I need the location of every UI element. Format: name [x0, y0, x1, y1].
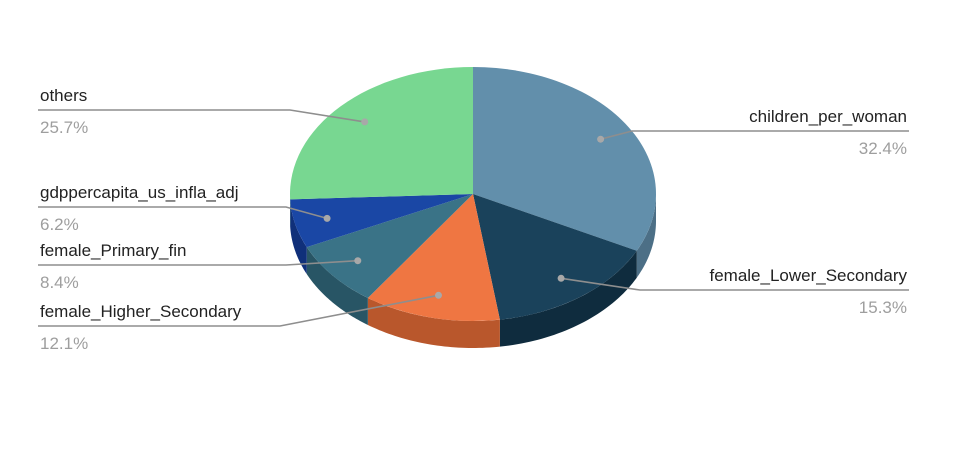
pie-slice-children-per-woman[interactable]: [473, 67, 656, 251]
slice-percent-children-per-woman: 32.4%: [859, 139, 907, 158]
leader-line-others: [38, 109, 365, 123]
pie-side-children-per-woman: [636, 194, 656, 278]
slice-percent-female-primary-fin: 8.4%: [40, 273, 79, 292]
pie-side-female-higher-secondary: [367, 297, 500, 348]
leader-dot-children-per-woman: [597, 135, 605, 143]
slice-percent-others: 25.7%: [40, 118, 88, 137]
pie-top-slices: [289, 67, 656, 321]
pie-slice-female-primary-fin[interactable]: [306, 194, 473, 298]
pie-slice-female-lower-secondary[interactable]: [473, 194, 637, 320]
slice-percent-female-higher-secondary: 12.1%: [40, 334, 88, 353]
leader-dot-gdppercapita-us-infla-adj: [323, 214, 331, 222]
slice-label-children-per-woman: children_per_woman: [749, 107, 907, 126]
pie-side-female-lower-secondary: [499, 250, 637, 347]
pie-slice-others[interactable]: [289, 67, 473, 200]
slice-label-female-higher-secondary: female_Higher_Secondary: [40, 302, 242, 321]
pie-slice-gdppercapita-us-infla-adj[interactable]: [290, 194, 473, 248]
slice-label-female-primary-fin: female_Primary_fin: [40, 241, 186, 260]
slice-label-others: others: [40, 86, 87, 105]
leader-line-female-lower-secondary: [560, 277, 909, 291]
slice-label-gdppercapita-us-infla-adj: gdppercapita_us_infla_adj: [40, 183, 239, 202]
leader-line-female-primary-fin: [38, 259, 358, 266]
pie-side-gdppercapita-us-infla-adj: [290, 199, 307, 275]
leader-dot-female-primary-fin: [354, 257, 362, 265]
slice-percent-gdppercapita-us-infla-adj: 6.2%: [40, 215, 79, 234]
pie-side-walls: [290, 194, 656, 348]
leader-line-children-per-woman: [600, 130, 909, 140]
pie-slice-female-higher-secondary[interactable]: [367, 194, 500, 321]
pie-labels: children_per_woman 32.4% female_Lower_Seco…: [38, 86, 909, 353]
slice-percent-female-lower-secondary: 15.3%: [859, 298, 907, 317]
slice-label-female-lower-secondary: female_Lower_Secondary: [709, 266, 907, 285]
leader-dot-female-higher-secondary: [435, 291, 442, 299]
leader-line-female-higher-secondary: [38, 294, 439, 327]
pie-side-female-primary-fin: [306, 247, 368, 325]
leader-dot-others: [361, 118, 369, 126]
leader-line-gdppercapita-us-infla-adj: [38, 206, 328, 220]
leader-dot-female-lower-secondary: [557, 274, 565, 282]
